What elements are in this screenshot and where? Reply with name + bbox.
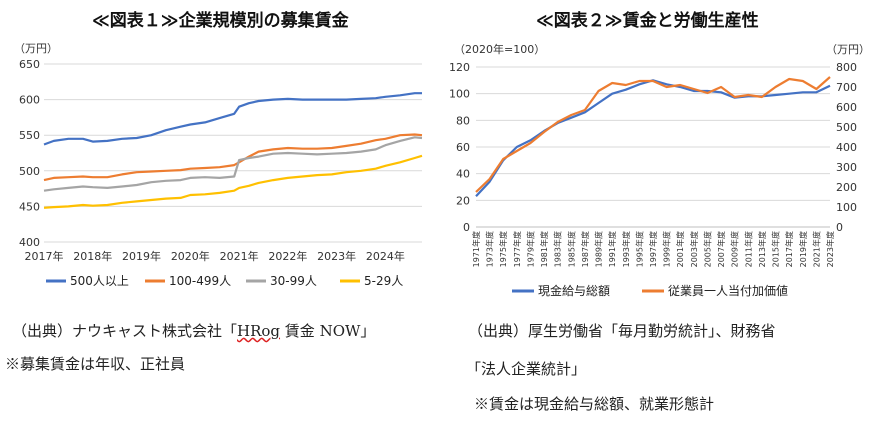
chart2-x-tick-label: 2009年度: [730, 231, 740, 267]
chart2-x-tick-label: 1993年度: [621, 231, 631, 267]
chart2-y-left-tick-label: 60: [456, 141, 470, 154]
chart2-x-tick-label: 1979年度: [525, 231, 535, 267]
chart2-x-tick-label: 1973年度: [485, 231, 495, 267]
chart2-y-right-tick-label: 400: [836, 141, 857, 154]
chart2-y-right-tick-label: 200: [836, 181, 857, 194]
chart2-series-line-1: [475, 76, 831, 193]
chart1-x-tick-label: 2017年: [25, 249, 64, 263]
chart1-legend-label: 5-29人: [364, 274, 403, 288]
chart2-x-tick-label: 1977年度: [512, 231, 522, 267]
chart2-x-tick-label: 2005年度: [702, 231, 712, 267]
chart2-x-tick-label: 2007年度: [716, 231, 726, 267]
chart1-x-tick-label: 2024年: [366, 249, 405, 263]
chart2-x-tick-label: 1989年度: [594, 231, 604, 267]
chart2-x-tick-label: 2003年度: [689, 231, 699, 267]
chart1-title: ≪図表１≫企業規模別の募集賃金: [92, 11, 349, 31]
chart2-x-tick-label: 1981年度: [539, 231, 549, 267]
chart1-legend-label: 100-499人: [169, 274, 231, 288]
chart2-x-tick-label: 1999年度: [662, 231, 672, 267]
chart1-source-mark: HRog: [237, 322, 281, 340]
chart2-x-tick-label: 1987年度: [580, 231, 590, 267]
chart1-x-tick-label: 2022年: [268, 249, 307, 263]
chart2-legend-label: 従業員一人当付加価値: [668, 283, 788, 298]
chart1-source-post: 賃金 NOW」: [280, 322, 376, 340]
chart2-x-tick-label: 2013年度: [757, 231, 767, 267]
chart1-x-tick-label: 2018年: [73, 249, 112, 263]
chart1-series-line-3: [43, 154, 423, 209]
chart2-x-tick-label: 2015年度: [771, 231, 781, 267]
chart2-x-tick-label: 2021年度: [811, 231, 821, 267]
chart2-x-tick-label: 1991年度: [607, 231, 617, 267]
chart1-series-line-0: [43, 92, 422, 146]
chart2-y-left-tick-label: 80: [456, 114, 470, 127]
chart2-y-right-tick-label: 700: [836, 81, 857, 94]
chart1-x-tick-label: 2020年: [171, 249, 210, 263]
chart1-source-line1: （出典）ナウキャスト株式会社「HRog 賃金 NOW」: [12, 320, 375, 341]
chart2-x-tick-label: 1975年度: [498, 231, 508, 267]
chart2-x-tick-label: 1985年度: [566, 231, 576, 267]
chart1-x-tick-label: 2023年: [317, 249, 356, 263]
chart2-unit-right: （万円）: [826, 43, 870, 56]
chart1-legend-label: 30-99人: [270, 274, 317, 288]
chart1-unit-label: （万円）: [14, 42, 58, 55]
chart1-series-line-1: [43, 133, 423, 182]
chart2-x-tick-label: 2023年度: [825, 231, 835, 267]
chart1-y-tick-label: 450: [19, 200, 40, 213]
chart2-y-left-tick-label: 120: [449, 61, 470, 74]
chart1-y-tick-label: 400: [19, 236, 40, 249]
chart2-x-tick-label: 2011年度: [743, 231, 753, 267]
chart2-x-tick-label: 1995年度: [634, 231, 644, 267]
chart1-source-pre: （出典）ナウキャスト株式会社「: [12, 322, 238, 340]
chart2-legend-label: 現金給与総額: [538, 283, 610, 298]
chart2-x-tick-label: 1983年度: [553, 231, 563, 267]
chart2-y-right-tick-label: 100: [836, 201, 857, 214]
chart2-x-tick-label: 1971年度: [471, 231, 481, 267]
chart2-series-line-0: [475, 79, 831, 198]
chart2-source-line1: （出典）厚生労働省「毎月勤労統計」、財務省: [468, 322, 776, 340]
chart1-y-tick-label: 650: [19, 58, 40, 71]
chart1-series-line-2: [43, 136, 423, 192]
chart2-y-right-tick-label: 0: [836, 221, 843, 234]
chart2-unit-left: （2020年=100）: [454, 42, 545, 56]
chart1-y-tick-label: 500: [19, 165, 40, 178]
chart2-y-left-tick-label: 40: [456, 168, 470, 181]
chart2-note: ※賃金は現金給与総額、就業形態計: [474, 395, 715, 413]
chart2-x-tick-label: 2019年度: [798, 231, 808, 267]
chart1-x-tick-label: 2019年: [122, 249, 161, 263]
chart2-y-left-tick-label: 20: [456, 194, 470, 207]
chart1-y-tick-label: 550: [19, 129, 40, 142]
chart1-legend-label: 500人以上: [70, 274, 129, 288]
chart2-y-left-tick-label: 100: [449, 88, 470, 101]
chart1-x-tick-label: 2021年: [220, 249, 259, 263]
chart2-x-tick-label: 1997年度: [648, 231, 658, 267]
chart2-x-tick-label: 2001年度: [675, 231, 685, 267]
chart2-x-tick-label: 2017年度: [784, 231, 794, 267]
chart1-note: ※募集賃金は年収、正社員: [5, 355, 186, 373]
chart2-y-right-tick-label: 500: [836, 121, 857, 134]
chart2-y-right-tick-label: 600: [836, 101, 857, 114]
chart2-source-line2: 「法人企業統計」: [466, 360, 587, 378]
chart2-y-right-tick-label: 800: [836, 61, 857, 74]
chart2-y-right-tick-label: 300: [836, 161, 857, 174]
chart2-title: ≪図表２≫賃金と労働生産性: [536, 11, 759, 31]
chart1-y-tick-label: 600: [19, 94, 40, 107]
chart2-y-left-tick-label: 0: [463, 221, 470, 234]
